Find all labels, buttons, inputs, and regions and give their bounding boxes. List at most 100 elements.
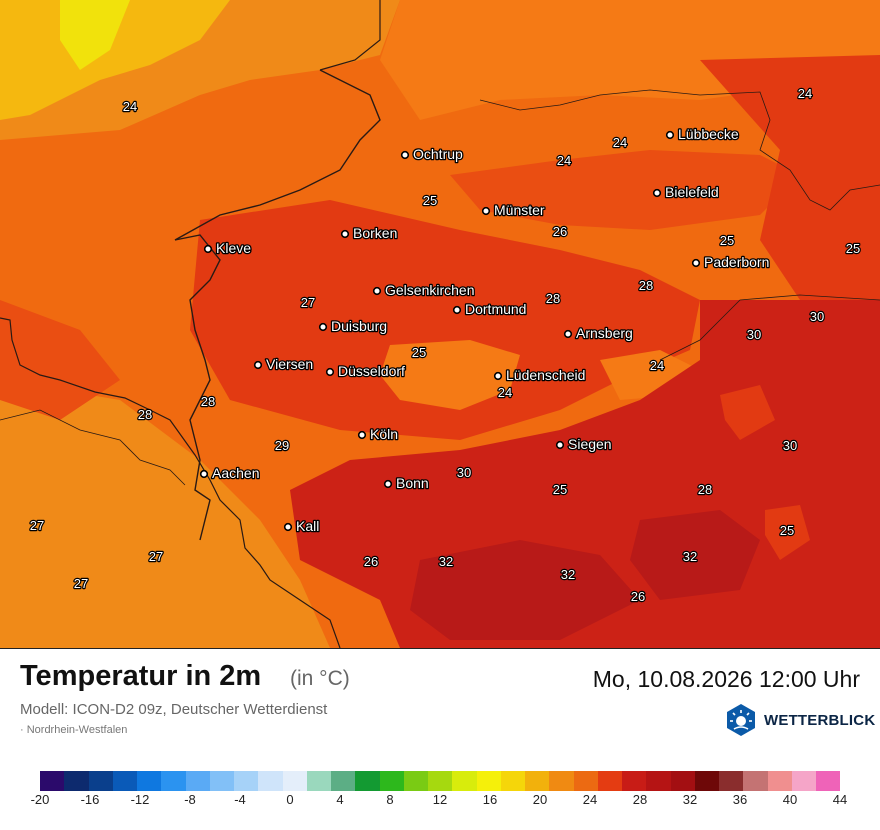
city-label: Siegen (568, 436, 612, 452)
city-label: Lübbecke (678, 126, 739, 142)
temperature-value: 26 (364, 554, 378, 569)
scale-swatch (64, 771, 89, 791)
map-canvas: Lübbecke Ochtrup Bielefeld Münster Borken Kle… (0, 0, 880, 648)
scale-label: 24 (582, 792, 598, 807)
value-labels: 24 24 24 24 25 26 25 25 27 28 28 30 30 25 24 24 28 28 29 30… (29, 85, 862, 605)
wetterblick-logo-icon (727, 704, 755, 736)
brand-logo[interactable]: WETTERBLICK (724, 704, 875, 736)
city-label: Aachen (212, 465, 259, 481)
scale-swatch (88, 771, 113, 791)
scale-swatch (622, 771, 647, 791)
region-label: · Nordrhein-Westfalen (20, 724, 128, 736)
scale-swatch (40, 771, 65, 791)
city-label: Köln (370, 426, 398, 442)
city-label: Paderborn (704, 254, 769, 270)
city-münster[interactable]: Münster (481, 201, 546, 219)
temperature-value: 25 (553, 482, 567, 497)
border-country (0, 317, 341, 648)
scale-swatch (500, 771, 525, 791)
city-dot (652, 188, 662, 198)
scale-label: 20 (532, 792, 548, 807)
scale-swatch (137, 771, 162, 791)
zone-siegerland (720, 385, 775, 440)
scale-swatch (161, 771, 186, 791)
scale-label: -16 (80, 792, 100, 807)
zone-patch-east (765, 505, 810, 560)
zone-yellow (60, 0, 130, 70)
temperature-value: 24 (798, 86, 812, 101)
scale-label: 16 (482, 792, 498, 807)
zone-hot-a (410, 540, 640, 640)
temperature-value: 32 (561, 567, 575, 582)
scale-label: 36 (732, 792, 748, 807)
city-ochtrup[interactable]: Ochtrup (400, 145, 464, 163)
city-label: Dortmund (465, 301, 526, 317)
scale-swatch (403, 771, 428, 791)
temperature-value: 26 (631, 589, 645, 604)
border-district-west (0, 409, 186, 486)
city-düsseldorf[interactable]: Düsseldorf (325, 362, 406, 380)
scale-swatch (597, 771, 622, 791)
city-label: Bonn (396, 475, 429, 491)
temperature-value: 24 (498, 385, 512, 400)
city-dortmund[interactable]: Dortmund (452, 300, 528, 318)
city-dot (665, 130, 675, 140)
scale-swatch (743, 771, 768, 791)
map-title: Temperatur in 2m (20, 660, 262, 692)
temperature-value: 25 (412, 345, 426, 360)
temperature-value: 25 (846, 241, 860, 256)
temperature-value: 28 (698, 482, 712, 497)
city-gelsenkirchen[interactable]: Gelsenkirchen (372, 281, 476, 299)
city-kleve[interactable]: Kleve (203, 239, 253, 257)
city-duisburg[interactable]: Duisburg (318, 317, 388, 335)
city-siegen[interactable]: Siegen (555, 435, 613, 453)
border-north (174, 69, 381, 241)
city-viersen[interactable]: Viersen (253, 355, 315, 373)
city-label: Gelsenkirchen (385, 282, 475, 298)
city-dot (383, 479, 393, 489)
temperature-value: 24 (557, 153, 571, 168)
scale-swatch (816, 771, 841, 791)
city-borken[interactable]: Borken (340, 224, 399, 242)
city-lübbecke[interactable]: Lübbecke (665, 125, 740, 143)
scale-label: -20 (30, 792, 50, 807)
zone-east (700, 55, 880, 320)
temperature-value: 30 (810, 309, 824, 324)
temperature-value: 30 (747, 327, 761, 342)
scale-swatch (694, 771, 719, 791)
city-label: Kall (296, 518, 319, 534)
city-paderborn[interactable]: Paderborn (691, 253, 771, 271)
scale-label: -4 (234, 792, 246, 807)
city-bielefeld[interactable]: Bielefeld (652, 183, 720, 201)
temperature-value: 28 (546, 291, 560, 306)
scale-swatch (379, 771, 404, 791)
temperature-value: 32 (683, 549, 697, 564)
scale-swatch (791, 771, 816, 791)
forecast-datetime: Mo, 10.08.2026 12:00 Uhr (592, 666, 860, 692)
scale-swatch (112, 771, 137, 791)
city-dot (318, 322, 328, 332)
city-dot (400, 150, 410, 160)
city-label: Kleve (216, 240, 251, 256)
scale-swatch (355, 771, 380, 791)
scale-swatch (258, 771, 283, 791)
scale-swatch (525, 771, 550, 791)
scale-label: 12 (432, 792, 448, 807)
temperature-value: 24 (123, 99, 137, 114)
city-köln[interactable]: Köln (357, 425, 399, 443)
temperature-map[interactable]: Lübbecke Ochtrup Bielefeld Münster Borken Kle… (0, 0, 880, 649)
border-district-north (479, 89, 880, 211)
city-kall[interactable]: Kall (283, 517, 321, 535)
temperature-value: 25 (423, 193, 437, 208)
city-dot (325, 367, 335, 377)
city-aachen[interactable]: Aachen (199, 464, 261, 482)
city-arnsberg[interactable]: Arnsberg (563, 324, 634, 342)
scale-swatch (767, 771, 792, 791)
zone-muenster (450, 150, 800, 230)
city-bonn[interactable]: Bonn (383, 474, 430, 492)
city-lüdenscheid[interactable]: Lüdenscheid (493, 366, 587, 384)
temperature-value: 25 (780, 523, 794, 538)
temperature-value: 25 (720, 233, 734, 248)
scale-swatch (549, 771, 574, 791)
city-label: Bielefeld (665, 184, 719, 200)
